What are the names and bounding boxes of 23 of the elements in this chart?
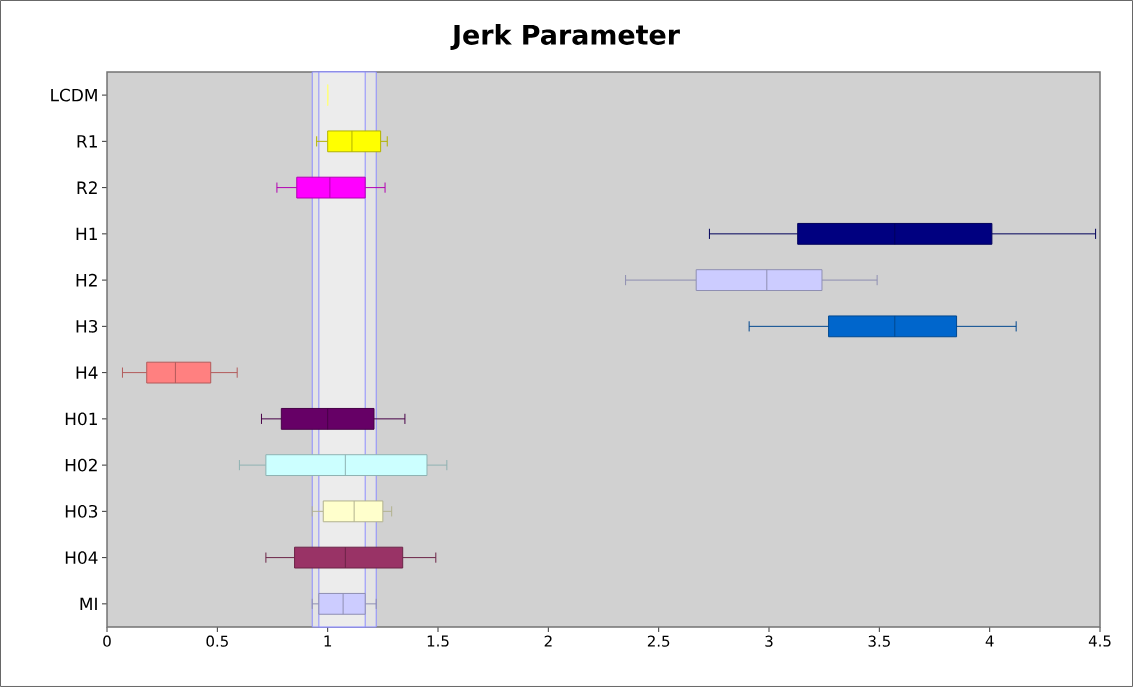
- x-tick-label: 4.5: [1088, 635, 1111, 647]
- x-tick-label: 4: [985, 635, 994, 647]
- y-tick-label: R2: [77, 181, 97, 194]
- y-tick-label: H3: [76, 319, 98, 333]
- y-tick-label: LCDM: [51, 88, 97, 102]
- x-tick-label: 1: [324, 635, 332, 647]
- x-tick-label: 0: [103, 635, 111, 647]
- x-tick-label: 1.5: [427, 635, 449, 647]
- y-tick-label: H04: [65, 551, 98, 565]
- y-tick-label: H1: [76, 227, 97, 241]
- y-tick-label: H03: [65, 504, 98, 518]
- y-tick-label: H4: [76, 366, 98, 379]
- x-tick-label: 3.5: [868, 635, 890, 647]
- y-tick-label: H02: [65, 458, 97, 472]
- x-tick-label: 2: [544, 635, 552, 647]
- y-tick-label: R1: [77, 135, 97, 148]
- x-tick-label: 2.5: [647, 635, 670, 647]
- chart-title: Jerk Parameter: [450, 24, 680, 50]
- y-tick-label: H01: [65, 412, 97, 426]
- x-tick-label: 3: [765, 635, 773, 647]
- y-tick-label: MI: [80, 597, 97, 611]
- x-tick-label: 0.5: [206, 635, 228, 647]
- y-tick-label: H2: [76, 273, 97, 287]
